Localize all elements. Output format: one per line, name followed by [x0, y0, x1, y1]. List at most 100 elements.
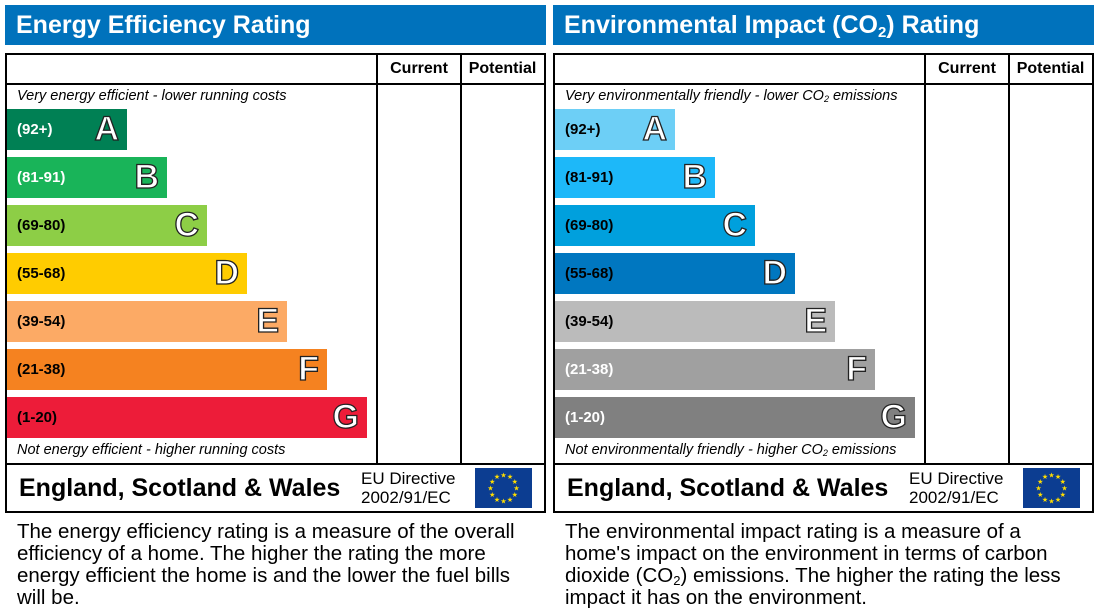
eu-star: ★	[489, 491, 495, 499]
band-letter: D	[762, 253, 788, 292]
rating-band-e: (39-54) E	[555, 301, 835, 342]
rating-band-c: (69-80) C	[7, 205, 207, 246]
band-letter: C	[722, 205, 748, 244]
eu-directive: EU Directive 2002/91/EC	[909, 469, 1003, 507]
panel-title: Environmental Impact (CO2) Rating	[553, 5, 1094, 45]
rating-band-f: (21-38) F	[7, 349, 327, 390]
band-letter: F	[846, 349, 868, 388]
eu-star: ★	[1048, 472, 1054, 480]
bottom_note-text: Not energy efficient - higher running co…	[17, 442, 286, 458]
band-range: (21-38)	[565, 361, 614, 378]
band-letter: E	[804, 301, 828, 340]
band-letter: A	[94, 109, 120, 148]
band-range: (21-38)	[17, 361, 66, 378]
band-letter: B	[682, 157, 708, 196]
eu-star: ★	[507, 473, 513, 481]
rating-table: Current Potential Very environmentally f…	[553, 53, 1094, 513]
band-range: (81-91)	[565, 169, 614, 186]
eu-flag-icon: ★★★★★★★★★ ★ ★★	[1023, 468, 1080, 508]
band-range: (39-54)	[17, 313, 66, 330]
top_note-subscript: 2	[823, 94, 829, 104]
eu-star: ★	[500, 498, 506, 506]
column-divider	[924, 55, 926, 463]
bottom_note-subscript: 2	[822, 448, 828, 458]
eu-star: ★	[1042, 473, 1048, 481]
eu-star: ★	[494, 496, 500, 504]
current-column-header: Current	[390, 60, 448, 77]
eu-star: ★	[1035, 485, 1041, 493]
band-letter: E	[256, 301, 280, 340]
potential-column-header: Potential	[1016, 60, 1085, 77]
band-range: (39-54)	[565, 313, 614, 330]
potential-column-header: Potential	[468, 60, 537, 77]
bottom_note-text-end: emissions	[827, 442, 897, 458]
band-range: (1-20)	[565, 409, 606, 426]
column-divider	[376, 55, 378, 463]
energy-efficiency-panel: Energy Efficiency Rating Current Potenti…	[5, 5, 546, 613]
table-header: Current Potential	[7, 55, 544, 85]
eu-flag-icon: ★★★★★★★★★ ★ ★★	[475, 468, 532, 508]
rating-band-a: (92+) A	[7, 109, 127, 150]
rating-table: Current Potential Very energy efficient …	[5, 53, 546, 513]
band-letter: C	[174, 205, 200, 244]
description-subscript: 2	[673, 573, 681, 588]
rating-band-c: (69-80) C	[555, 205, 755, 246]
table-footer: England, Scotland & Wales EU Directive 20…	[555, 463, 1092, 511]
band-range: (55-68)	[565, 265, 614, 282]
eu-star: ★	[494, 473, 500, 481]
band-letter: A	[642, 109, 668, 148]
table-footer: England, Scotland & Wales EU Directive 20…	[7, 463, 544, 511]
band-range: (55-68)	[17, 265, 66, 282]
table-header: Current Potential	[555, 55, 1092, 85]
description-text-end: ) emissions. The higher the rating the l…	[565, 564, 1061, 609]
current-column-header: Current	[938, 60, 996, 77]
eu-star: ★	[1042, 496, 1048, 504]
country-label: England, Scotland & Wales	[19, 474, 341, 502]
eu-star: ★	[1060, 491, 1066, 499]
eu-star: ★	[512, 491, 518, 499]
rating-band-d: (55-68) D	[555, 253, 795, 294]
eu-star: ★	[1060, 478, 1066, 486]
top-note: Very energy efficient - lower running co…	[17, 88, 286, 104]
rating-band-g: (1-20) G	[555, 397, 915, 438]
country-label: England, Scotland & Wales	[567, 474, 889, 502]
eu-star: ★	[487, 485, 493, 493]
rating-band-d: (55-68) D	[7, 253, 247, 294]
eu-star: ★	[507, 496, 513, 504]
rating-band-a: (92+) A	[555, 109, 675, 150]
bottom-note: Not energy efficient - higher running co…	[17, 442, 285, 458]
top_note-text-end: emissions	[828, 88, 898, 104]
rating-band-e: (39-54) E	[7, 301, 287, 342]
band-range: (92+)	[17, 121, 53, 138]
directive-line-1: EU Directive	[361, 469, 456, 488]
eu-star: ★	[1048, 498, 1054, 506]
eu-directive: EU Directive 2002/91/EC	[361, 469, 455, 507]
panel-title: Energy Efficiency Rating	[5, 5, 546, 45]
title-subscript: 2	[877, 24, 887, 41]
column-divider	[1008, 55, 1010, 463]
band-range: (1-20)	[17, 409, 58, 426]
band-letter: D	[214, 253, 240, 292]
rating-band-b: (81-91) B	[7, 157, 167, 198]
eu-star: ★	[1061, 485, 1067, 493]
description: The energy efficiency rating is a measur…	[17, 521, 542, 609]
directive-line-1: EU Directive	[909, 469, 1004, 488]
title-text: Environmental Impact (CO	[564, 11, 878, 39]
eu-star: ★	[1055, 473, 1061, 481]
band-range: (69-80)	[17, 217, 66, 234]
band-letter: F	[298, 349, 320, 388]
top-note: Very environmentally friendly - lower CO…	[565, 88, 897, 104]
eu-star: ★	[500, 472, 506, 480]
eu-star: ★	[1055, 496, 1061, 504]
band-range: (81-91)	[17, 169, 66, 186]
eu-star: ★	[1037, 478, 1043, 486]
band-range: (69-80)	[565, 217, 614, 234]
band-range: (92+)	[565, 121, 601, 138]
title-text: Energy Efficiency Rating	[16, 11, 311, 39]
directive-line-2: 2002/91/EC	[361, 488, 451, 507]
description-text: The energy efficiency rating is a measur…	[17, 520, 515, 609]
eu-star: ★	[1037, 491, 1043, 499]
column-divider	[460, 55, 462, 463]
rating-band-g: (1-20) G	[7, 397, 367, 438]
eu-star: ★	[512, 478, 518, 486]
